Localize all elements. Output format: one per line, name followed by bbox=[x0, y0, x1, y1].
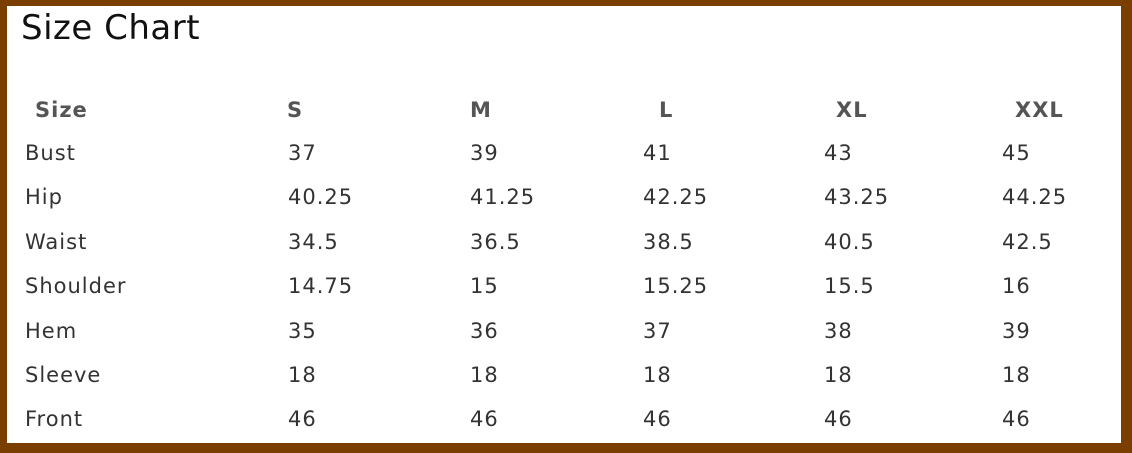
table-cell: 15.5 bbox=[824, 274, 875, 299]
table-cell: 40.25 bbox=[288, 185, 354, 210]
row-label: Hip bbox=[25, 185, 63, 210]
column-header: Size bbox=[35, 98, 88, 122]
table-cell: 39 bbox=[470, 141, 499, 165]
column-header: L bbox=[659, 98, 674, 122]
table-cell: 43 bbox=[824, 141, 853, 165]
table-cell: 34.5 bbox=[288, 229, 339, 254]
table-cell: 37 bbox=[643, 318, 672, 343]
table-cell: 15 bbox=[470, 274, 499, 299]
row-label: Shoulder bbox=[25, 274, 127, 299]
size-chart-panel: Size Chart Size S M L XL XXL Bust 37 39 41 43 45 Hip… bbox=[7, 6, 1121, 443]
table-cell: 43.25 bbox=[824, 185, 890, 210]
row-label: Bust bbox=[25, 141, 76, 165]
page-title: Size Chart bbox=[21, 8, 201, 48]
table-cell: 18 bbox=[1002, 363, 1031, 387]
row-label: Hem bbox=[25, 318, 78, 343]
table-cell: 14.75 bbox=[288, 274, 354, 299]
row-label: Waist bbox=[25, 229, 88, 254]
table-cell: 46 bbox=[288, 407, 317, 432]
table-cell: 18 bbox=[643, 363, 672, 387]
table-cell: 46 bbox=[643, 407, 672, 432]
table-cell: 46 bbox=[470, 407, 499, 432]
column-header: S bbox=[287, 98, 304, 122]
table-cell: 46 bbox=[824, 407, 853, 432]
table-cell: 38 bbox=[824, 318, 853, 343]
table-cell: 36.5 bbox=[470, 229, 521, 254]
table-cell: 18 bbox=[470, 363, 499, 387]
table-cell: 39 bbox=[1002, 318, 1031, 343]
table-cell: 42.25 bbox=[643, 185, 709, 210]
table-cell: 15.25 bbox=[643, 274, 709, 299]
table-cell: 35 bbox=[288, 318, 317, 343]
table-cell: 38.5 bbox=[643, 229, 694, 254]
table-cell: 40.5 bbox=[824, 229, 875, 254]
table-cell: 37 bbox=[288, 141, 317, 165]
table-cell: 46 bbox=[1002, 407, 1031, 432]
column-header: XXL bbox=[1015, 98, 1064, 122]
table-cell: 44.25 bbox=[1002, 185, 1068, 210]
table-cell: 16 bbox=[1002, 274, 1031, 299]
table-cell: 41.25 bbox=[470, 185, 536, 210]
column-header: XL bbox=[836, 98, 868, 122]
table-cell: 18 bbox=[824, 363, 853, 387]
table-cell: 41 bbox=[643, 141, 672, 165]
table-cell: 42.5 bbox=[1002, 229, 1053, 254]
row-label: Sleeve bbox=[25, 363, 102, 387]
table-cell: 36 bbox=[470, 318, 499, 343]
table-cell: 18 bbox=[288, 363, 317, 387]
table-cell: 45 bbox=[1002, 141, 1031, 165]
column-header: M bbox=[470, 98, 492, 122]
row-label: Front bbox=[25, 407, 84, 432]
